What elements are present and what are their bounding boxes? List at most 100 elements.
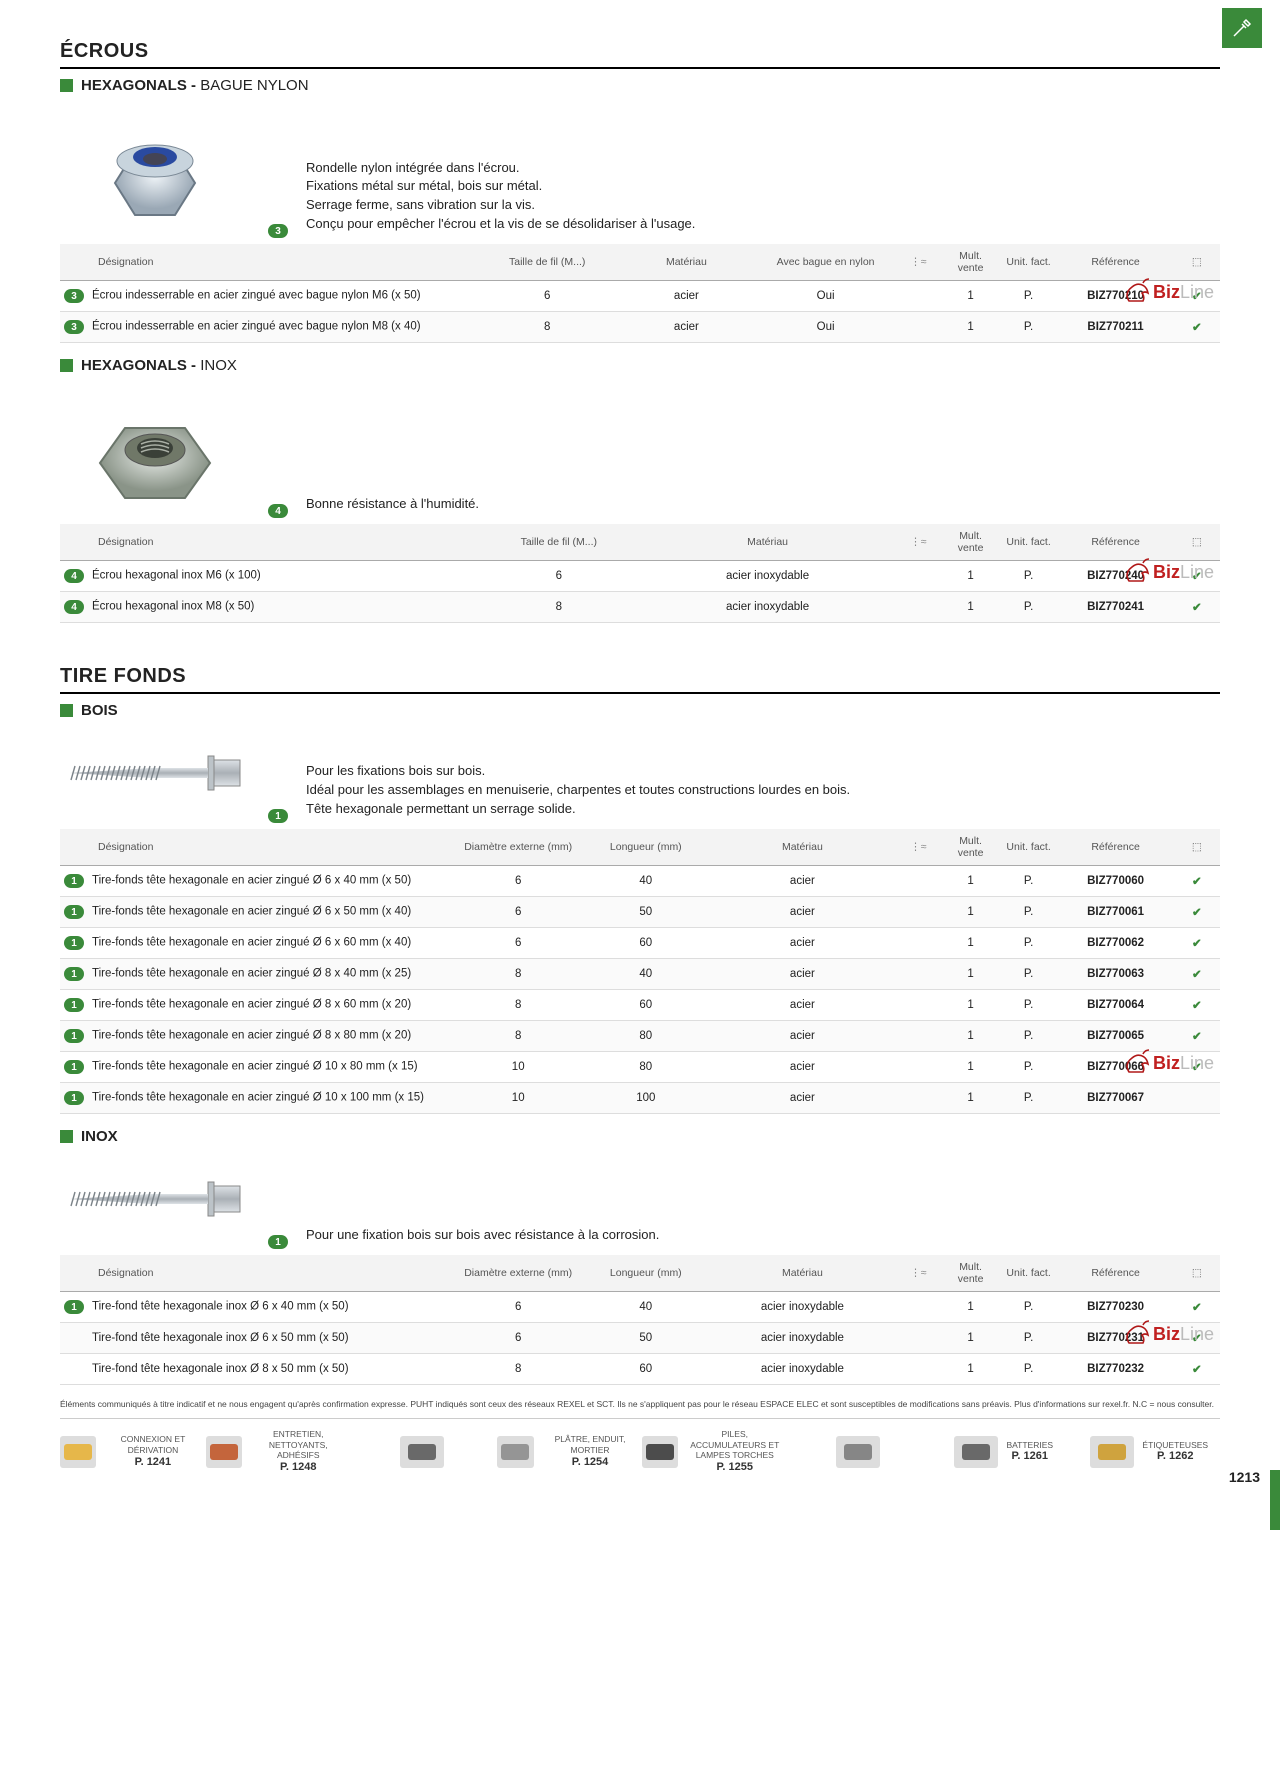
subsection-title: HEXAGONALS - BAGUE NYLON [60,77,1220,94]
table-cell: ✔ [1174,1292,1220,1323]
product-table: DésignationTaille de fil (M...)Matériau⋮… [60,524,1220,623]
product-description: Pour une fixation bois sur bois avec rés… [306,1226,1220,1245]
table-cell: 6 [454,928,582,959]
table-cell [895,592,941,623]
table-cell: P. [1000,959,1058,990]
table-cell: acier inoxydable [640,592,895,623]
column-header: Référence [1058,829,1174,866]
footer-nav-label: CONNEXION ET DÉRIVATIONP. 1241 [104,1434,201,1469]
table-cell: acier inoxydable [710,1354,896,1385]
table-cell: ✔ [1174,866,1220,897]
table-cell [895,1021,941,1052]
table-cell [895,312,941,343]
footer-nav-thumb [60,1436,96,1468]
product-table: DésignationTaille de fil (M...)MatériauA… [60,244,1220,343]
footer-nav-thumb [836,1436,880,1468]
row-badge: 1 [64,1091,84,1105]
table-cell: P. [1000,928,1058,959]
table-cell [895,897,941,928]
row-badge: 1 [64,1300,84,1314]
description-badge: 3 [268,224,288,238]
footer-nav-thumb [497,1436,535,1468]
table-cell: 6 [478,561,640,592]
product-description: Bonne résistance à l'humidité. [306,495,1220,514]
table-cell: 1 [942,866,1000,897]
section-side-tab [1270,1470,1280,1530]
table-cell [1174,1083,1220,1114]
table-cell: 60 [582,928,710,959]
legal-disclaimer: Éléments communiqués à titre indicatif e… [60,1399,1220,1410]
footer-nav-item[interactable]: PLÂTRE, ENDUIT, MORTIERP. 1254 [497,1434,639,1469]
footer-nav-label: ÉTIQUETEUSESP. 1262 [1142,1440,1208,1464]
row-badge: 1 [64,874,84,888]
table-row: 1Tire-fonds tête hexagonale en acier zin… [60,959,1220,990]
footer-navigation: CONNEXION ET DÉRIVATIONP. 1241 ENTRETIEN… [60,1418,1220,1481]
table-cell: ✔ [1174,592,1220,623]
table-cell: 1 [942,1323,1000,1354]
table-cell: 1 [942,281,1000,312]
table-cell: P. [1000,990,1058,1021]
column-header: Unit. fact. [1000,829,1058,866]
table-cell: ✔ [1174,312,1220,343]
table-cell: 1 [942,1354,1000,1385]
column-header: Référence [1058,1255,1174,1292]
designation-cell: 1Tire-fonds tête hexagonale en acier zin… [60,866,454,897]
footer-nav-thumb [400,1436,444,1468]
column-header: Matériau [710,829,896,866]
description-badge: 1 [268,809,288,823]
footer-nav-item[interactable]: BATTERIESP. 1261 [933,1436,1075,1468]
table-cell: P. [1000,1354,1058,1385]
table-cell: 1 [942,1021,1000,1052]
product-image [60,1149,250,1249]
table-cell: 1 [942,959,1000,990]
table-cell: BIZ770241 [1058,592,1174,623]
section-title: TIRE FONDS [60,665,1220,694]
table-cell: 1 [942,1052,1000,1083]
table-cell: 80 [582,1052,710,1083]
brand-logo: BizLine [1123,277,1214,303]
table-cell: BIZ770060 [1058,866,1174,897]
table-cell: acier inoxydable [640,561,895,592]
table-cell: 60 [582,1354,710,1385]
table-cell: P. [1000,561,1058,592]
table-cell: BIZ770064 [1058,990,1174,1021]
designation-cell: Tire-fond tête hexagonale inox Ø 8 x 50 … [60,1354,454,1385]
table-cell: P. [1000,281,1058,312]
table-cell: 8 [478,592,640,623]
footer-nav-item[interactable] [788,1436,930,1468]
table-cell [895,1052,941,1083]
footer-nav-item[interactable]: ENTRETIEN, NETTOYANTS, ADHÉSIFSP. 1248 [206,1429,348,1475]
row-badge: 1 [64,998,84,1012]
brand-logo: BizLine [1123,1319,1214,1345]
table-cell: acier [710,959,896,990]
footer-nav-label: PLÂTRE, ENDUIT, MORTIERP. 1254 [542,1434,638,1469]
row-badge: 4 [64,569,84,583]
footer-nav-item[interactable]: CONNEXION ET DÉRIVATIONP. 1241 [60,1434,202,1469]
table-cell: P. [1000,592,1058,623]
footer-nav-item[interactable] [351,1436,493,1468]
footer-nav-item[interactable]: PILES, ACCUMULATEURS ET LAMPES TORCHESP.… [642,1429,784,1475]
table-cell: ✔ [1174,897,1220,928]
table-cell: 40 [582,1292,710,1323]
table-row: 3Écrou indesserrable en acier zingué ave… [60,281,1220,312]
brand-logo: BizLine [1123,1048,1214,1074]
table-cell [895,1292,941,1323]
designation-cell: 1Tire-fonds tête hexagonale en acier zin… [60,1083,454,1114]
designation-cell: 1Tire-fonds tête hexagonale en acier zin… [60,1052,454,1083]
table-cell [895,959,941,990]
page-number: 1213 [1229,1469,1260,1485]
row-badge: 1 [64,936,84,950]
table-row: 4Écrou hexagonal inox M6 (x 100)6acier i… [60,561,1220,592]
footer-nav-item[interactable]: ÉTIQUETEUSESP. 1262 [1079,1436,1221,1468]
row-badge: 1 [64,905,84,919]
table-row: Tire-fond tête hexagonale inox Ø 6 x 50 … [60,1323,1220,1354]
table-cell: BIZ770211 [1058,312,1174,343]
designation-cell: 1Tire-fonds tête hexagonale en acier zin… [60,990,454,1021]
table-cell: BIZ770232 [1058,1354,1174,1385]
footer-nav-thumb [642,1436,678,1468]
table-cell: P. [1000,1021,1058,1052]
column-header: Mult. vente [942,1255,1000,1292]
table-cell [895,1083,941,1114]
footer-nav-label: ENTRETIEN, NETTOYANTS, ADHÉSIFSP. 1248 [250,1429,348,1475]
table-cell [895,990,941,1021]
